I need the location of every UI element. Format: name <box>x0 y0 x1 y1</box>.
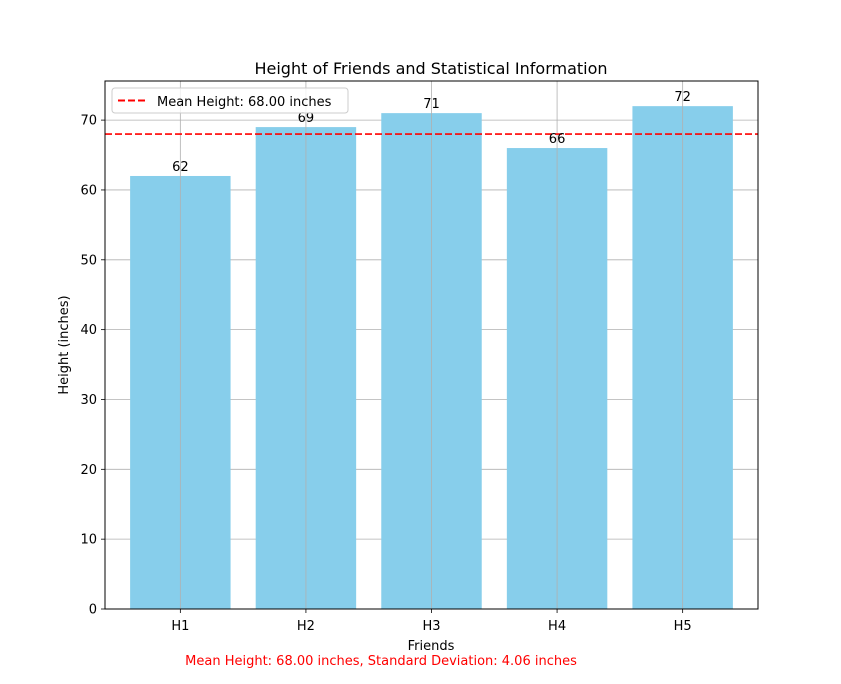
y-tick-label: 20 <box>80 463 97 478</box>
bar-value-label: 62 <box>172 160 189 175</box>
legend: Mean Height: 68.00 inches <box>111 87 349 114</box>
bar-value-labels: 62 69 71 66 72 <box>172 90 691 175</box>
x-axis-label: Friends <box>408 639 455 654</box>
y-tick-label: 60 <box>80 183 97 198</box>
y-axis-ticks: 0 10 20 30 40 50 60 70 <box>80 114 105 618</box>
x-tick-label: H3 <box>422 619 440 634</box>
x-tick-label: H1 <box>171 619 189 634</box>
y-tick-label: 10 <box>80 533 97 548</box>
chart-title: Height of Friends and Statistical Inform… <box>254 59 607 78</box>
stats-annotation: Mean Height: 68.00 inches, Standard Devi… <box>185 654 577 669</box>
y-tick-label: 50 <box>80 253 97 268</box>
x-tick-label: H5 <box>674 619 692 634</box>
bar-value-label: 69 <box>298 111 315 126</box>
bar-value-label: 71 <box>423 97 440 112</box>
legend-entry-label: Mean Height: 68.00 inches <box>157 95 332 110</box>
bar-value-label: 72 <box>674 90 691 105</box>
x-tick-label: H2 <box>297 619 315 634</box>
legend-box <box>111 87 349 114</box>
y-axis-label: Height (inches) <box>57 295 72 394</box>
x-tick-label: H4 <box>548 619 566 634</box>
x-axis-ticks: H1 H2 H3 H4 H5 <box>171 609 692 634</box>
x-grid <box>179 81 684 609</box>
y-tick-label: 0 <box>89 603 97 618</box>
y-tick-label: 40 <box>80 323 97 338</box>
bar-value-label: 66 <box>549 132 566 147</box>
y-tick-label: 70 <box>80 114 97 129</box>
y-tick-label: 30 <box>80 393 97 408</box>
